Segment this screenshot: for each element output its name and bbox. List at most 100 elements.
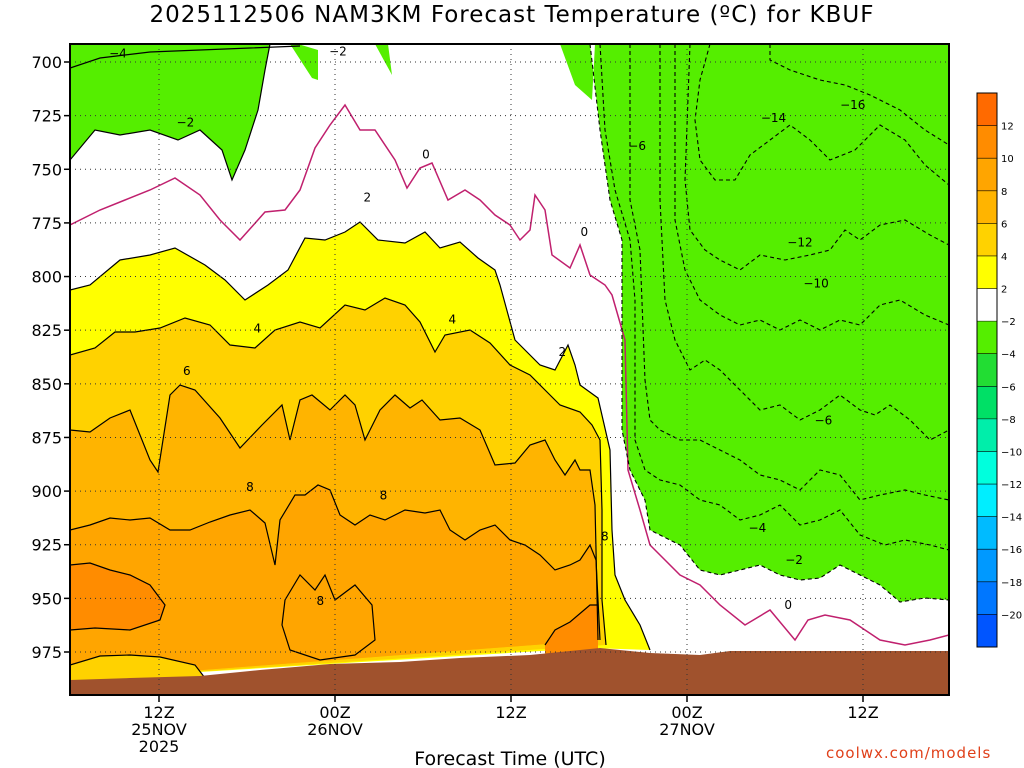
y-tick-label: 850 [31, 375, 62, 394]
x-tick-label: 00Z [671, 703, 702, 722]
contour-10-cell [544, 604, 598, 646]
contour-label: 4 [449, 313, 457, 327]
colorbar: 12 10 8 6 4 2 −2 −4 −6 −8 −10 −12 −14 −16 −18 −20 [976, 92, 1022, 648]
colorbar-segment [977, 451, 997, 485]
temp-fill-plus-8 [70, 485, 600, 680]
colorbar-segment [977, 614, 997, 648]
y-tick-label: 725 [31, 107, 62, 126]
x-tick-label: 25NOV [131, 720, 187, 739]
contour-label: 0 [784, 598, 792, 612]
y-tick-label: 700 [31, 53, 62, 72]
contour-4 [70, 297, 607, 646]
contour-label: −2 [329, 45, 347, 59]
colorbar-segment [977, 353, 997, 387]
y-tick-label: 875 [31, 428, 62, 447]
contour-minus-12 [684, 44, 949, 271]
y-tick-label: 950 [31, 589, 62, 608]
contour-minus-10 [674, 44, 949, 331]
contour-label: 4 [253, 321, 261, 335]
contour-label: 6 [183, 364, 191, 378]
contour-2 [70, 221, 651, 651]
credit-link[interactable]: coolwx.com/models [826, 744, 992, 762]
contour-label: 8 [246, 480, 254, 494]
colorbar-segment [977, 418, 997, 452]
temp-fill-plus-10 [70, 563, 165, 630]
x-tick-label: 26NOV [307, 720, 363, 739]
contour-label: −14 [761, 111, 786, 125]
contour-label: 0 [422, 148, 430, 162]
temp-fill-minus-2 [70, 44, 949, 602]
x-tick-label: 12Z [847, 703, 878, 722]
contour-labels: −4 −2 −2 0 2 0 4 4 2 6 8 8 8 8 −6 −14 −16 −12 −10 −6 −4 −2 0 [109, 45, 865, 613]
contour-label: −12 [787, 236, 812, 250]
colorbar-label: 8 [1001, 187, 1007, 198]
contour-label: 0 [581, 225, 589, 239]
y-axis: 700 725 750 775 800 825 850 875 900 925 950 975 [31, 53, 70, 662]
colorbar-segment [977, 158, 997, 192]
contour-label: 2 [559, 345, 567, 359]
y-tick-label: 775 [31, 214, 62, 233]
terrain-ground [70, 648, 949, 695]
y-tick-label: 750 [31, 160, 62, 179]
colorbar-frame [976, 92, 998, 648]
y-tick-label: 925 [31, 536, 62, 555]
colorbar-label: −4 [1001, 350, 1016, 361]
contour-label: −4 [749, 521, 767, 535]
colorbar-label: −18 [1001, 578, 1022, 589]
colorbar-segment [977, 288, 997, 322]
contour-zero [70, 103, 949, 646]
colorbar-segment [977, 581, 997, 615]
contour-label: 2 [363, 190, 371, 204]
x-tick-label: 12Z [143, 703, 174, 722]
contour-minus-6 [629, 44, 949, 501]
contour-label: −10 [803, 276, 828, 290]
contour-minus-2 [70, 44, 271, 182]
contour-8 [70, 484, 601, 641]
colorbar-label: −10 [1001, 447, 1022, 458]
contour-6 [70, 384, 599, 641]
colorbar-label: 2 [1001, 285, 1007, 296]
colorbar-label: −2 [1001, 317, 1016, 328]
contour-10 [70, 562, 166, 631]
y-tick-label: 900 [31, 482, 62, 501]
colorbar-label: 4 [1001, 252, 1007, 263]
colorbar-segment [977, 255, 997, 290]
contour-6-low [70, 654, 206, 679]
contour-label: −6 [628, 139, 646, 153]
y-tick-label: 975 [31, 643, 62, 662]
colorbar-label: −6 [1001, 382, 1016, 393]
colorbar-segment [977, 190, 997, 224]
colorbar-segment [977, 516, 997, 550]
colorbar-label: −20 [1001, 610, 1022, 621]
colorbar-label: 10 [1001, 154, 1014, 165]
y-tick-label: 825 [31, 321, 62, 340]
contour-label: 8 [380, 489, 388, 503]
contour-minus-4 [70, 45, 301, 69]
x-tick-label: 27NOV [659, 720, 715, 739]
contour-label: −2 [785, 553, 803, 567]
colorbar-label: 12 [1001, 122, 1014, 133]
x-tick-label: 12Z [495, 703, 526, 722]
contour-minus-16 [769, 44, 949, 146]
temp-fill-plus-10b [545, 605, 598, 655]
colorbar-segment [977, 484, 997, 518]
contour-label: 8 [317, 594, 325, 608]
contour-8-blob [281, 573, 376, 661]
colorbar-segment [977, 549, 997, 583]
contour-label: −6 [815, 414, 833, 428]
colorbar-segment [977, 321, 997, 355]
colorbar-segment [977, 125, 997, 159]
colorbar-label: −16 [1001, 545, 1022, 556]
plot-frame [69, 43, 950, 696]
contour-minus-2-right [589, 44, 949, 603]
colorbar-label: −14 [1001, 513, 1022, 524]
contour-label: −2 [177, 115, 195, 129]
x-tick-label: 00Z [319, 703, 350, 722]
contour-label: −4 [109, 47, 127, 61]
contour-label: 8 [601, 529, 609, 543]
colorbar-segment [977, 386, 997, 420]
colorbar-segment [977, 93, 997, 127]
contour-minus-8 [659, 44, 949, 441]
